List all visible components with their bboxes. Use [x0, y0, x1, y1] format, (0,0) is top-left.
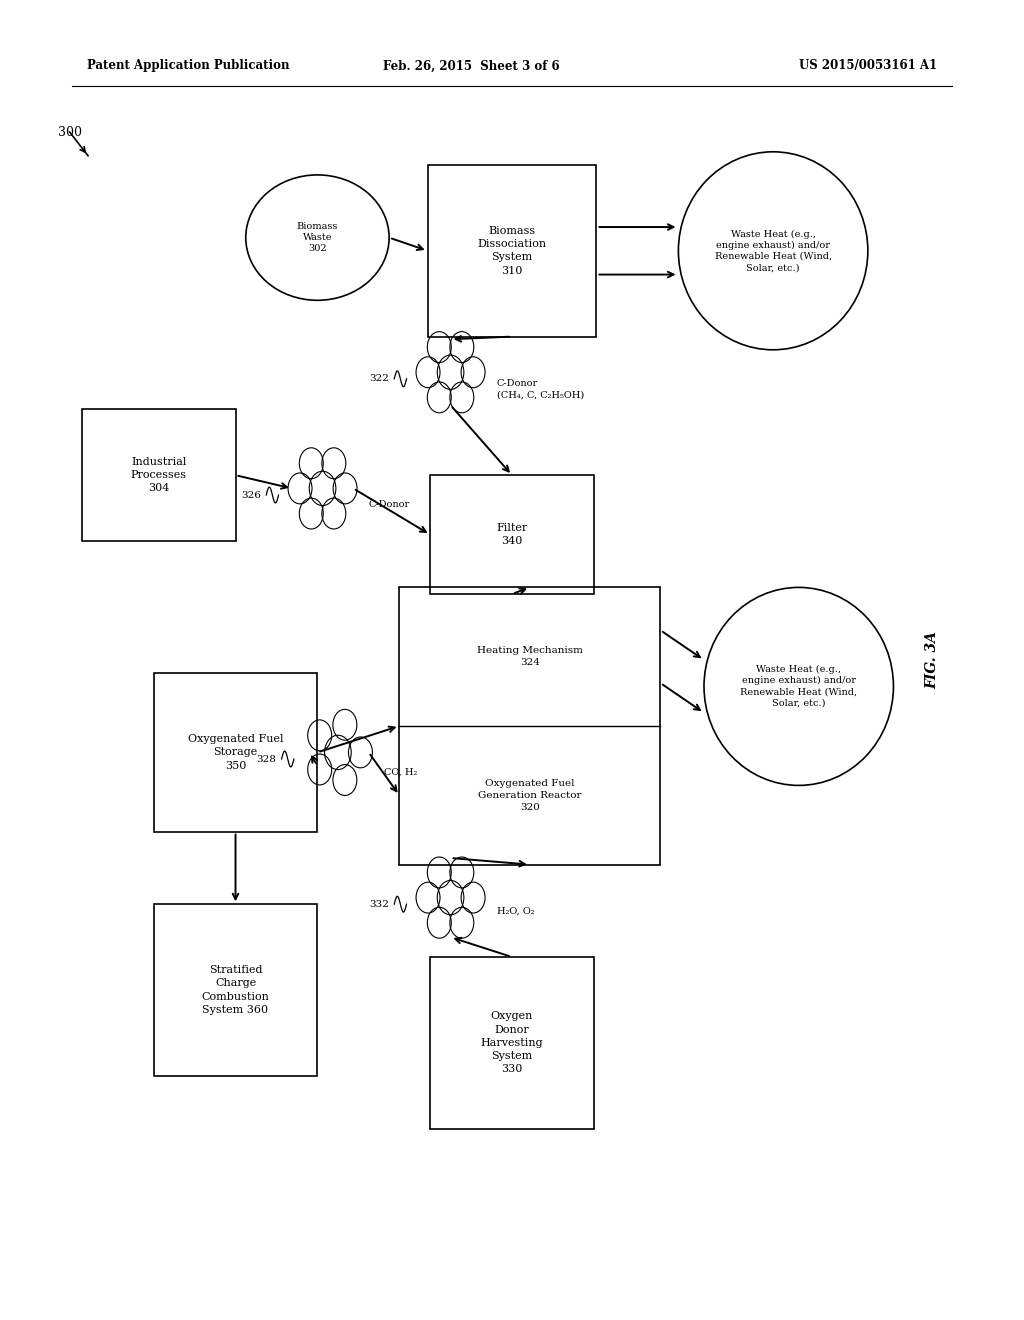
- Text: C-Donor: C-Donor: [369, 500, 410, 508]
- Bar: [428, 165, 596, 337]
- Text: Industrial
Processes
304: Industrial Processes 304: [131, 457, 186, 494]
- Text: FIG. 3A: FIG. 3A: [925, 631, 939, 689]
- Text: Filter
340: Filter 340: [497, 523, 527, 546]
- Text: 332: 332: [370, 900, 389, 908]
- Text: Stratified
Charge
Combustion
System 360: Stratified Charge Combustion System 360: [202, 965, 269, 1015]
- Text: 326: 326: [242, 491, 261, 499]
- Bar: [430, 957, 594, 1129]
- Text: C-Donor
(CH₄, C, C₂H₅OH): C-Donor (CH₄, C, C₂H₅OH): [497, 379, 584, 400]
- Text: Oxygen
Donor
Harvesting
System
330: Oxygen Donor Harvesting System 330: [480, 1011, 544, 1074]
- Bar: [154, 673, 317, 832]
- Text: Oxygenated Fuel
Storage
350: Oxygenated Fuel Storage 350: [187, 734, 284, 771]
- Bar: [430, 475, 594, 594]
- Text: Heating Mechanism
324: Heating Mechanism 324: [477, 647, 583, 667]
- Text: Oxygenated Fuel
Generation Reactor
320: Oxygenated Fuel Generation Reactor 320: [478, 779, 582, 812]
- Text: Biomass
Dissociation
System
310: Biomass Dissociation System 310: [477, 226, 547, 276]
- Text: H₂O, O₂: H₂O, O₂: [497, 907, 535, 915]
- Text: Feb. 26, 2015  Sheet 3 of 6: Feb. 26, 2015 Sheet 3 of 6: [383, 59, 559, 73]
- Text: 328: 328: [257, 755, 276, 763]
- Bar: [82, 409, 236, 541]
- Bar: [154, 904, 317, 1076]
- Text: CO, H₂: CO, H₂: [384, 768, 417, 776]
- Text: US 2015/0053161 A1: US 2015/0053161 A1: [799, 59, 937, 73]
- Text: Waste Heat (e.g.,
engine exhaust) and/or
Renewable Heat (Wind,
Solar, etc.): Waste Heat (e.g., engine exhaust) and/or…: [715, 230, 831, 272]
- Text: Patent Application Publication: Patent Application Publication: [87, 59, 290, 73]
- Text: 300: 300: [57, 125, 82, 139]
- Text: 322: 322: [370, 375, 389, 383]
- Text: Waste Heat (e.g.,
engine exhaust) and/or
Renewable Heat (Wind,
Solar, etc.): Waste Heat (e.g., engine exhaust) and/or…: [740, 665, 857, 708]
- Text: Biomass
Waste
302: Biomass Waste 302: [297, 222, 338, 253]
- Bar: [399, 587, 660, 865]
